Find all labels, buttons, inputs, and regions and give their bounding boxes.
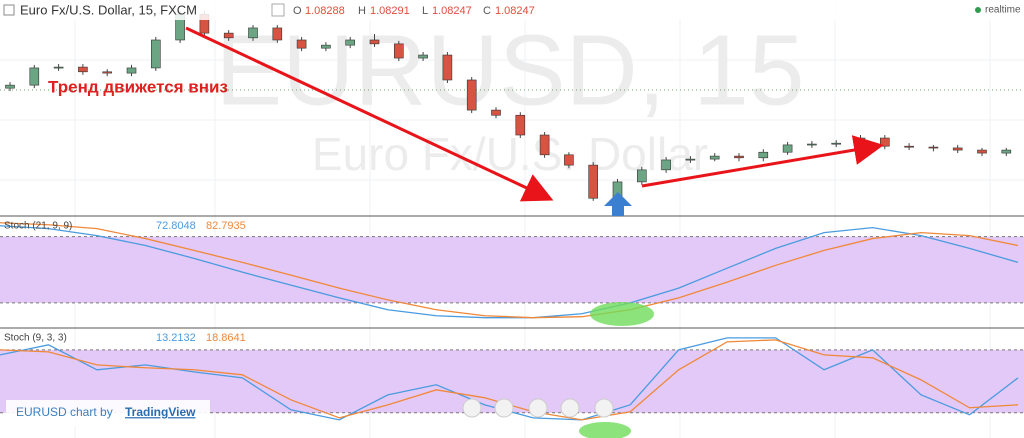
nav-buttons	[462, 398, 614, 418]
nav-button[interactable]	[494, 398, 514, 418]
entry-arrow	[604, 192, 632, 216]
watermark-name: Euro Fx/U.S. Dollar	[312, 128, 708, 180]
header-bar	[0, 0, 1024, 20]
stoch-line	[0, 222, 1019, 319]
nav-button[interactable]	[462, 398, 482, 418]
candle-body	[515, 114, 526, 136]
candle-body	[345, 39, 356, 46]
annotation: Тренд движется вниз	[48, 77, 228, 96]
collapse-icon[interactable]	[3, 4, 15, 16]
candle-body	[29, 67, 40, 86]
ohlc-label: H	[358, 5, 366, 17]
candles	[5, 11, 1012, 201]
highlight	[579, 422, 631, 438]
candle-body	[879, 137, 890, 147]
candle-body	[53, 66, 64, 69]
indicator-value: 13.2132	[156, 332, 196, 344]
trend-arrow	[641, 135, 884, 188]
branding-link[interactable]: TradingView	[125, 405, 196, 419]
candle-body	[393, 43, 404, 59]
ohlc-value: 1.08288	[305, 5, 345, 17]
nav-button[interactable]	[560, 398, 580, 418]
candle-body	[272, 27, 283, 41]
candle-body	[442, 54, 453, 81]
ohlc-value: 1.08247	[495, 5, 535, 17]
ohlc-label: O	[293, 5, 302, 17]
candle-body	[782, 144, 793, 153]
branding-box	[6, 400, 210, 426]
stoch-line	[0, 225, 1019, 319]
status-dot	[975, 7, 981, 13]
candle-body	[928, 146, 939, 149]
candle-body	[685, 158, 696, 161]
ohlc-value: 1.08247	[432, 5, 472, 17]
indicator-title: Stoch (9, 3, 3)	[4, 333, 67, 344]
highlight	[590, 302, 654, 326]
symbol-title[interactable]: Euro Fx/U.S. Dollar, 15, FXCM	[20, 2, 197, 17]
candle-body	[78, 66, 88, 73]
stoch-panel: Stoch (21, 9, 9) 72.8048 82.7935	[0, 220, 1024, 319]
branding-text: EURUSD chart by	[16, 405, 113, 419]
candle-body	[126, 67, 137, 74]
candle-body	[758, 151, 769, 159]
candle-body	[466, 79, 477, 111]
candle-body	[709, 155, 720, 160]
nav-button[interactable]	[594, 398, 614, 418]
indicator-title: Stoch (21, 9, 9)	[4, 221, 72, 232]
nav-button[interactable]	[528, 398, 548, 418]
candle-body	[807, 143, 817, 146]
candle-body	[491, 109, 501, 116]
status: realtime	[985, 5, 1021, 16]
candle-body	[102, 71, 112, 74]
candle-body	[734, 155, 744, 159]
watermark-symbol: EURUSD, 15	[215, 14, 804, 126]
candle-body	[855, 137, 866, 144]
indicator-value: 18.8641	[206, 332, 246, 344]
candle-body	[418, 54, 428, 59]
candle-body	[296, 39, 307, 49]
candle-body	[151, 39, 161, 69]
level-band	[0, 236, 1024, 303]
candle-body	[636, 169, 647, 183]
candle-body	[248, 27, 258, 39]
candle-body	[831, 142, 842, 145]
candle-body	[1001, 149, 1012, 154]
candle-body	[539, 134, 550, 156]
trend-arrow	[185, 26, 554, 202]
candle-body	[564, 154, 574, 166]
settings-icon[interactable]	[271, 3, 285, 17]
indicator-value: 72.8048	[156, 220, 196, 232]
ohlc-label: C	[483, 5, 491, 17]
indicator-value: 82.7935	[206, 220, 246, 232]
ohlc-value: 1.08291	[370, 5, 410, 17]
candle-body	[977, 149, 987, 154]
candle-body	[5, 84, 15, 89]
candle-body	[223, 32, 234, 39]
candle-body	[369, 39, 380, 45]
candle-body	[588, 164, 599, 199]
candle-body	[952, 147, 963, 151]
ohlc-label: L	[422, 5, 428, 17]
candle-body	[661, 159, 671, 171]
candle-body	[904, 145, 914, 148]
candle-body	[321, 44, 331, 49]
